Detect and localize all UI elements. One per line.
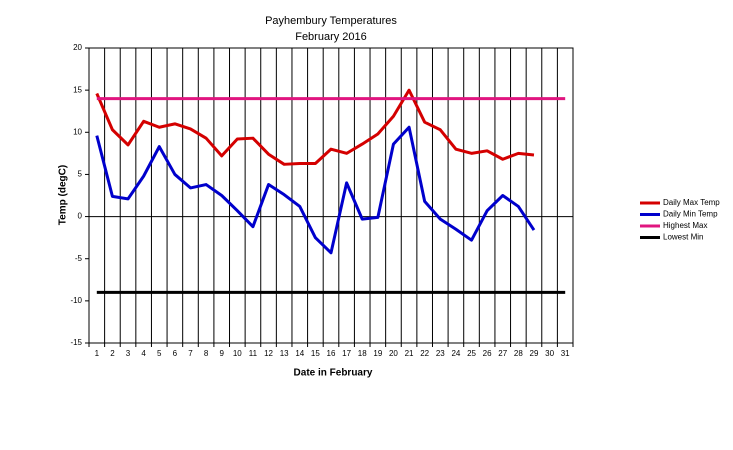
chart-subtitle: February 2016 <box>295 31 367 43</box>
x-tick-label: 11 <box>249 349 258 358</box>
y-tick-label: 15 <box>73 85 82 94</box>
x-tick-label: 19 <box>373 349 382 358</box>
x-tick-label: 22 <box>420 349 429 358</box>
y-axis-title: Temp (degC) <box>58 165 69 225</box>
x-tick-label: 26 <box>483 349 492 358</box>
x-tick-label: 18 <box>358 349 367 358</box>
x-tick-label: 3 <box>126 349 131 358</box>
x-tick-label: 7 <box>188 349 193 358</box>
x-tick-label: 4 <box>141 349 146 358</box>
x-tick-label: 20 <box>389 349 398 358</box>
x-tick-label: 25 <box>467 349 476 358</box>
x-tick-label: 2 <box>110 349 115 358</box>
x-tick-label: 12 <box>264 349 273 358</box>
x-tick-label: 27 <box>498 349 507 358</box>
data-line <box>95 88 535 166</box>
x-tick-label: 8 <box>204 349 209 358</box>
legend-label: Lowest Min <box>663 233 703 242</box>
y-tick-label: 5 <box>78 170 83 179</box>
x-tick-label: 29 <box>530 349 539 358</box>
x-tick-label: 13 <box>280 349 289 358</box>
x-tick-label: 1 <box>95 349 100 358</box>
x-tick-label: 15 <box>311 349 320 358</box>
x-tick-label: 9 <box>219 349 224 358</box>
x-tick-label: 28 <box>514 349 523 358</box>
x-tick-label: 5 <box>157 349 162 358</box>
x-tick-label: 23 <box>436 349 445 358</box>
x-axis-title: Date in February <box>294 368 373 379</box>
x-tick-label: 14 <box>295 349 304 358</box>
y-tick-label: -10 <box>70 296 82 305</box>
legend-label: Highest Max <box>663 221 707 230</box>
chart-title: Payhembury Temperatures <box>265 15 397 27</box>
legend-label: Daily Min Temp <box>663 210 718 219</box>
x-tick-label: 21 <box>405 349 414 358</box>
y-tick-label: -5 <box>75 254 83 263</box>
x-tick-label: 17 <box>342 349 351 358</box>
x-tick-label: 6 <box>173 349 178 358</box>
x-tick-label: 10 <box>233 349 242 358</box>
x-tick-label: 24 <box>451 349 460 358</box>
x-tick-label: 16 <box>327 349 336 358</box>
y-tick-label: 20 <box>73 43 82 52</box>
data-line <box>95 125 536 255</box>
legend-label: Daily Max Temp <box>663 198 720 207</box>
y-tick-label: 0 <box>78 212 83 221</box>
y-tick-label: -15 <box>70 338 82 347</box>
x-tick-label: 30 <box>545 349 554 358</box>
x-tick-label: 31 <box>561 349 570 358</box>
y-tick-label: 10 <box>73 127 82 136</box>
